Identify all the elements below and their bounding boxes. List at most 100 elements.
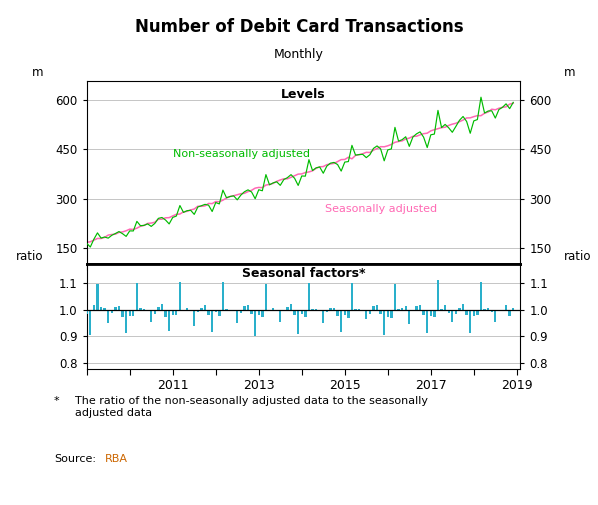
Bar: [129, 310, 131, 317]
Bar: [236, 310, 239, 323]
Bar: [150, 310, 152, 322]
Bar: [258, 310, 260, 315]
Bar: [304, 310, 307, 318]
Bar: [422, 310, 425, 316]
Bar: [147, 310, 149, 312]
Bar: [472, 310, 475, 316]
Bar: [100, 308, 102, 310]
Bar: [308, 283, 310, 310]
Bar: [86, 310, 88, 314]
Bar: [315, 309, 318, 310]
Text: Number of Debit Card Transactions: Number of Debit Card Transactions: [135, 18, 463, 36]
Text: m: m: [563, 66, 575, 79]
Bar: [161, 304, 163, 310]
Bar: [211, 310, 213, 332]
Bar: [200, 308, 203, 310]
Bar: [179, 282, 181, 310]
Text: ratio: ratio: [16, 250, 43, 263]
Bar: [462, 304, 464, 310]
Bar: [204, 305, 206, 310]
Text: The ratio of the non-seasonally adjusted data to the seasonally
adjusted data: The ratio of the non-seasonally adjusted…: [75, 396, 428, 418]
Bar: [164, 310, 167, 317]
Bar: [404, 306, 407, 310]
Bar: [344, 310, 346, 315]
Bar: [508, 310, 511, 316]
Bar: [215, 310, 217, 313]
Text: ratio: ratio: [563, 250, 591, 263]
Bar: [186, 308, 188, 310]
Bar: [139, 308, 142, 310]
Bar: [222, 282, 224, 310]
Bar: [254, 310, 257, 336]
Text: Seasonal factors*: Seasonal factors*: [242, 267, 365, 280]
Bar: [265, 284, 267, 310]
Bar: [132, 310, 135, 316]
Bar: [93, 305, 95, 310]
Text: RBA: RBA: [105, 454, 127, 465]
Bar: [408, 310, 410, 324]
Bar: [369, 310, 371, 314]
Bar: [118, 306, 120, 310]
Bar: [393, 284, 396, 310]
Bar: [322, 310, 325, 323]
Bar: [490, 310, 493, 312]
Bar: [365, 310, 367, 320]
Bar: [294, 310, 296, 315]
Bar: [386, 310, 389, 317]
Text: Seasonally adjusted: Seasonally adjusted: [325, 204, 437, 214]
Bar: [283, 310, 285, 311]
Bar: [355, 309, 357, 310]
Bar: [426, 310, 428, 333]
Bar: [451, 310, 453, 322]
Bar: [157, 307, 160, 310]
Bar: [218, 310, 221, 316]
Bar: [312, 309, 314, 310]
Bar: [362, 310, 364, 311]
Bar: [419, 305, 421, 310]
Text: Source:: Source:: [54, 454, 96, 465]
Text: *: *: [54, 396, 59, 407]
Bar: [340, 310, 343, 332]
Bar: [333, 308, 335, 310]
Bar: [480, 282, 482, 310]
Bar: [380, 310, 382, 314]
Bar: [297, 310, 300, 334]
Bar: [168, 310, 170, 331]
Bar: [182, 310, 185, 312]
Bar: [429, 310, 432, 316]
Bar: [444, 305, 446, 310]
Bar: [376, 305, 378, 310]
Bar: [347, 310, 350, 318]
Bar: [329, 308, 332, 310]
Bar: [125, 310, 127, 332]
Bar: [454, 310, 457, 315]
Bar: [469, 310, 471, 333]
Bar: [498, 310, 500, 312]
Bar: [447, 310, 450, 314]
Bar: [351, 283, 353, 310]
Bar: [437, 280, 439, 310]
Bar: [154, 310, 156, 314]
Bar: [401, 308, 403, 310]
Bar: [172, 310, 174, 315]
Bar: [107, 310, 109, 323]
Bar: [272, 309, 274, 310]
Text: Non-seasonally adjusted: Non-seasonally adjusted: [173, 149, 310, 159]
Bar: [225, 309, 228, 310]
Bar: [465, 310, 468, 315]
Bar: [337, 310, 339, 316]
Bar: [373, 307, 374, 310]
Bar: [261, 310, 264, 317]
Bar: [301, 310, 303, 314]
Bar: [390, 310, 392, 318]
Bar: [89, 310, 91, 335]
Bar: [458, 308, 460, 310]
Bar: [251, 310, 253, 314]
Text: Monthly: Monthly: [274, 48, 324, 61]
Text: Levels: Levels: [281, 88, 326, 101]
Bar: [96, 284, 99, 310]
Bar: [136, 283, 138, 310]
Bar: [487, 308, 489, 310]
Bar: [121, 310, 124, 317]
Bar: [433, 310, 435, 317]
